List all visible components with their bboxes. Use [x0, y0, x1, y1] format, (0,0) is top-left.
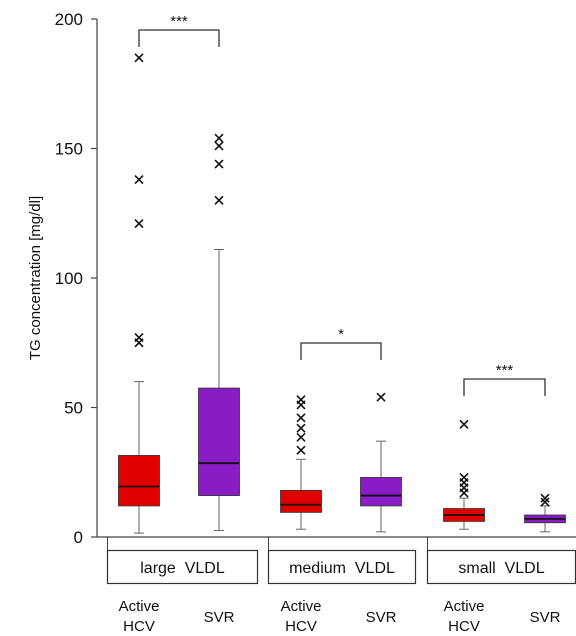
outlier-stroke — [214, 141, 224, 151]
box-body — [198, 387, 240, 496]
group-label-boxes: large VLDL medium VLDL small VLDL — [106, 537, 576, 585]
significance-bracket — [463, 378, 546, 396]
category-label: Active HCV — [119, 598, 160, 635]
y-tick-label: 200 — [55, 10, 83, 29]
outlier-marker — [134, 219, 144, 229]
box-0 — [118, 53, 160, 534]
outlier-stroke — [540, 493, 550, 503]
category-label: SVR — [204, 609, 235, 626]
outlier-stroke — [296, 432, 306, 442]
box-3 — [360, 392, 402, 533]
box-2 — [280, 395, 322, 530]
outlier-stroke — [134, 175, 144, 185]
outlier-marker — [214, 159, 224, 169]
category-label-line: HCV — [448, 618, 480, 635]
outlier-stroke — [214, 195, 224, 205]
outlier-marker — [134, 333, 144, 343]
significance-brackets: ******* — [138, 13, 546, 396]
box-1 — [198, 133, 240, 532]
significance-bracket — [138, 29, 220, 47]
category-label: Active HCV — [281, 598, 322, 635]
y-tick-label: 0 — [74, 528, 83, 547]
y-axis: 0 50 100 150 200 — [55, 10, 576, 547]
box-5 — [524, 493, 566, 533]
y-tick-label: 150 — [55, 140, 83, 159]
significance-bracket — [300, 342, 382, 360]
category-label-line: HCV — [123, 618, 155, 635]
outlier-marker — [214, 141, 224, 151]
outlier-stroke — [134, 53, 144, 63]
category-label-line: SVR — [366, 609, 397, 626]
outlier-marker — [376, 392, 386, 402]
y-tick-label: 100 — [55, 269, 83, 288]
group-label: small VLDL — [458, 560, 544, 577]
significance-label: *** — [170, 13, 188, 30]
group-label-box — [267, 549, 417, 585]
outlier-marker — [214, 195, 224, 205]
outlier-marker — [134, 53, 144, 63]
category-labels: Active HCV SVR Active HCV SVR Active HCV SVR — [119, 598, 561, 635]
box-4 — [443, 419, 485, 530]
outlier-stroke — [134, 333, 144, 343]
box-series — [118, 53, 566, 534]
y-axis-title: TG concentration [mg/dl] — [27, 196, 44, 360]
group-label: medium VLDL — [289, 560, 395, 577]
group-label-box — [106, 549, 259, 585]
category-label-line: SVR — [204, 609, 235, 626]
outlier-marker — [459, 419, 469, 429]
category-label: SVR — [366, 609, 397, 626]
category-label-line: Active — [119, 598, 160, 615]
box-body — [280, 489, 322, 513]
outlier-marker — [296, 423, 306, 433]
category-label-line: Active — [444, 598, 485, 615]
outlier-stroke — [296, 445, 306, 455]
significance-label: *** — [496, 362, 514, 379]
box-body — [118, 455, 160, 507]
outlier-stroke — [214, 133, 224, 143]
category-label-line: HCV — [285, 618, 317, 635]
box-body — [360, 477, 402, 507]
outlier-stroke — [296, 413, 306, 423]
outlier-marker — [459, 472, 469, 482]
outlier-stroke — [134, 219, 144, 229]
outlier-marker — [214, 133, 224, 143]
category-label: SVR — [530, 609, 561, 626]
category-label-line: Active — [281, 598, 322, 615]
outlier-stroke — [459, 419, 469, 429]
group-label: large VLDL — [140, 560, 225, 577]
outlier-stroke — [376, 392, 386, 402]
outlier-marker — [296, 413, 306, 423]
outlier-marker — [134, 175, 144, 185]
outlier-stroke — [214, 159, 224, 169]
category-label-line: SVR — [530, 609, 561, 626]
significance-label: * — [338, 326, 344, 343]
outlier-marker — [296, 432, 306, 442]
y-tick-label: 50 — [64, 399, 83, 418]
outlier-marker — [540, 497, 550, 507]
outlier-stroke — [296, 423, 306, 433]
outlier-stroke — [296, 395, 306, 405]
category-label: Active HCV — [444, 598, 485, 635]
outlier-marker — [296, 445, 306, 455]
outlier-stroke — [540, 497, 550, 507]
outlier-stroke — [459, 472, 469, 482]
outlier-marker — [296, 395, 306, 405]
outlier-marker — [540, 493, 550, 503]
